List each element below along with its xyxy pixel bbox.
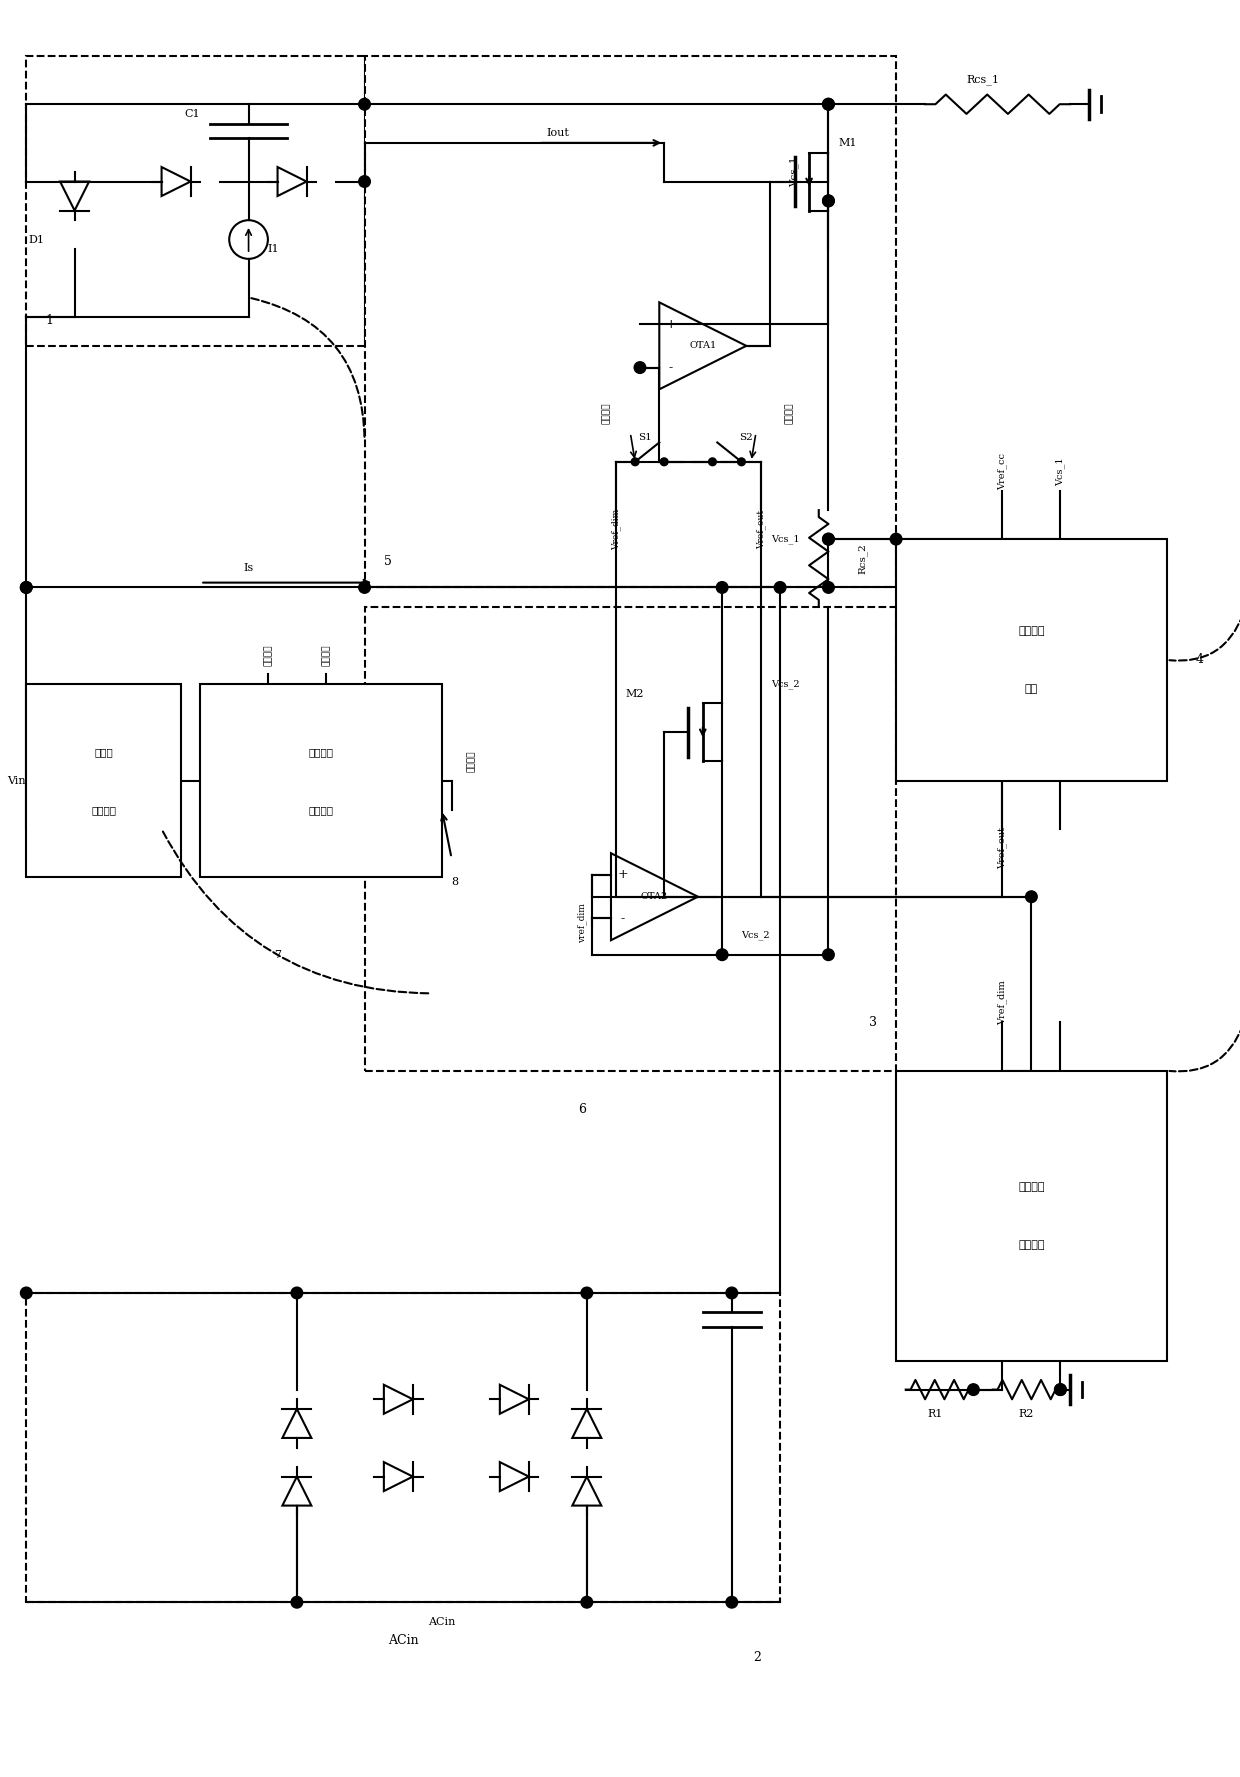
Text: M1: M1 (838, 139, 857, 147)
Circle shape (717, 949, 728, 961)
Text: S2: S2 (739, 434, 753, 442)
Text: Is: Is (243, 563, 254, 574)
Text: -: - (668, 361, 673, 375)
Text: I1: I1 (268, 243, 279, 254)
Text: 调光模式: 调光模式 (601, 403, 610, 425)
Text: 8: 8 (451, 878, 459, 887)
Circle shape (358, 98, 371, 110)
Text: Vcs_2: Vcs_2 (742, 931, 770, 940)
Bar (26, 684, 181, 878)
Text: 工作模式: 工作模式 (309, 746, 334, 757)
Text: 控制电路: 控制电路 (309, 805, 334, 814)
Circle shape (21, 581, 32, 594)
Circle shape (582, 1596, 593, 1608)
Text: Vref_out: Vref_out (756, 510, 765, 549)
Text: 7: 7 (274, 949, 281, 960)
Text: -: - (620, 912, 625, 926)
Bar (26, 55, 365, 347)
Circle shape (822, 98, 835, 110)
Text: ACin: ACin (388, 1635, 419, 1647)
Circle shape (738, 458, 745, 466)
Text: Vcs_1: Vcs_1 (790, 156, 800, 187)
Circle shape (291, 1287, 303, 1299)
Text: +: + (666, 318, 676, 331)
Circle shape (660, 458, 668, 466)
Text: R2: R2 (1019, 1409, 1034, 1418)
Text: 调光基准: 调光基准 (1018, 1182, 1044, 1192)
Text: 电压电路: 电压电路 (1018, 1240, 1044, 1249)
Text: 恒流模式: 恒流模式 (785, 403, 795, 425)
Text: 6: 6 (578, 1104, 587, 1116)
Text: Vref_cc: Vref_cc (997, 453, 1007, 490)
Circle shape (1054, 1384, 1066, 1395)
Circle shape (774, 581, 786, 594)
Text: Vref_dim: Vref_dim (997, 981, 1007, 1025)
Circle shape (631, 458, 639, 466)
Bar (897, 1072, 1167, 1361)
Circle shape (725, 1596, 738, 1608)
Circle shape (822, 195, 835, 206)
Text: Iout: Iout (547, 128, 569, 139)
Text: 1: 1 (46, 313, 53, 327)
Text: 4: 4 (1195, 654, 1204, 666)
Text: D1: D1 (29, 235, 43, 245)
Text: Vref_out: Vref_out (997, 828, 1007, 869)
Text: Vin: Vin (7, 777, 26, 785)
Circle shape (358, 176, 371, 187)
Circle shape (967, 1384, 980, 1395)
Circle shape (822, 949, 835, 961)
Text: OTA2: OTA2 (641, 892, 668, 901)
Circle shape (822, 581, 835, 594)
Text: M2: M2 (626, 689, 645, 698)
Bar (365, 55, 897, 588)
Text: 恒流模式: 恒流模式 (321, 645, 330, 666)
Circle shape (822, 533, 835, 546)
Text: +: + (618, 869, 627, 881)
Text: 恒流控制: 恒流控制 (1018, 626, 1044, 636)
Text: R1: R1 (928, 1409, 942, 1418)
Circle shape (725, 1287, 738, 1299)
Bar (897, 538, 1167, 780)
Text: 可控硅: 可控硅 (94, 746, 113, 757)
Text: OTA1: OTA1 (689, 341, 717, 350)
Text: 3: 3 (869, 1016, 877, 1029)
Text: Rcs_2: Rcs_2 (857, 544, 867, 574)
Circle shape (890, 533, 901, 546)
Text: 调光模式: 调光模式 (263, 645, 273, 666)
Circle shape (358, 581, 371, 594)
Circle shape (1054, 1384, 1066, 1395)
Circle shape (291, 1596, 303, 1608)
Text: Vcs_1: Vcs_1 (1055, 457, 1065, 485)
Text: ACin: ACin (428, 1617, 455, 1626)
Bar (365, 606, 897, 1072)
Circle shape (634, 363, 646, 373)
Text: 5: 5 (384, 554, 392, 569)
Text: 2: 2 (753, 1651, 761, 1663)
Circle shape (822, 533, 835, 546)
Circle shape (21, 1287, 32, 1299)
Text: Rcs_1: Rcs_1 (966, 75, 999, 85)
Circle shape (21, 581, 32, 594)
Text: 使能信号: 使能信号 (466, 750, 475, 773)
Text: C1: C1 (185, 108, 200, 119)
Text: Vcs_1: Vcs_1 (771, 535, 800, 544)
Text: Vcs_2: Vcs_2 (771, 679, 800, 689)
Text: S1: S1 (637, 434, 652, 442)
Circle shape (822, 98, 835, 110)
Bar (200, 684, 441, 878)
Circle shape (1025, 890, 1037, 903)
Text: 检测电路: 检测电路 (91, 805, 117, 814)
Text: vref_dim: vref_dim (577, 903, 587, 944)
Circle shape (717, 581, 728, 594)
Circle shape (582, 1287, 593, 1299)
Circle shape (822, 195, 835, 206)
Circle shape (708, 458, 717, 466)
Bar (26, 1294, 780, 1603)
Text: Vref_dim: Vref_dim (611, 508, 621, 551)
Text: 电路: 电路 (1024, 684, 1038, 695)
